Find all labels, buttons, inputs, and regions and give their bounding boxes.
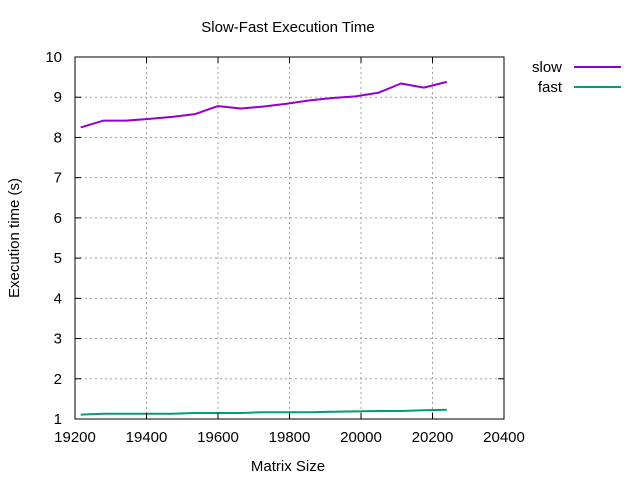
chart-title: Slow-Fast Execution Time <box>201 19 374 36</box>
x-tick-label: 19600 <box>197 429 239 446</box>
y-tick-label: 8 <box>54 129 62 146</box>
y-tick-label: 5 <box>54 250 62 267</box>
series-line-slow <box>80 80 448 129</box>
grid <box>75 57 504 419</box>
y-tick-label: 2 <box>54 371 62 388</box>
y-tick-label: 6 <box>54 210 62 227</box>
series-line-fast <box>80 408 447 416</box>
y-tick-label: 1 <box>54 411 62 428</box>
y-tick-label: 7 <box>54 170 62 187</box>
x-tick-label: 19400 <box>126 429 168 446</box>
y-tick-label: 3 <box>54 331 62 348</box>
x-tick-label: 20400 <box>483 429 525 446</box>
legend-label-slow: slow <box>532 59 562 76</box>
x-axis-label: Matrix Size <box>251 458 325 475</box>
x-axis-ticks: 19200 19400 19600 19800 20000 20200 20400 <box>54 57 525 446</box>
legend: slow fast <box>532 59 621 96</box>
x-tick-label: 20200 <box>412 429 454 446</box>
x-tick-label: 20000 <box>340 429 382 446</box>
y-tick-label: 4 <box>54 290 62 307</box>
series-lines <box>80 80 448 416</box>
y-axis-label: Execution time (s) <box>6 178 23 298</box>
y-tick-label: 9 <box>54 89 62 106</box>
legend-label-fast: fast <box>538 79 563 96</box>
y-tick-label: 10 <box>45 49 62 66</box>
x-tick-label: 19200 <box>54 429 96 446</box>
x-tick-label: 19800 <box>269 429 311 446</box>
y-axis-ticks: 1 2 3 4 5 6 7 8 9 10 <box>45 49 504 428</box>
